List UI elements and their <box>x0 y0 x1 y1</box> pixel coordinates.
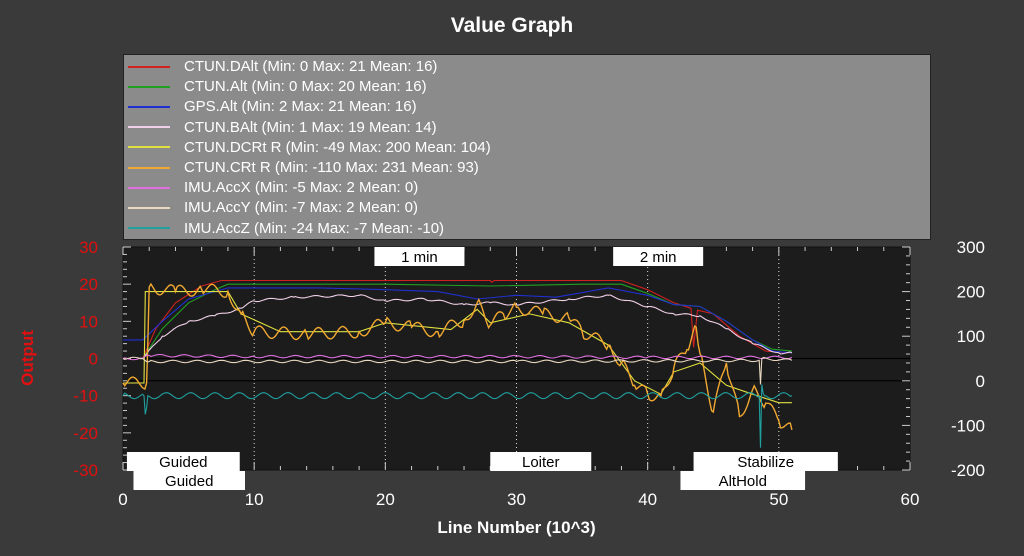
legend-item[interactable]: CTUN.DAlt (Min: 0 Max: 21 Mean: 16) <box>128 57 437 76</box>
legend-label: GPS.Alt (Min: 2 Max: 21 Mean: 16) <box>184 98 417 116</box>
series-line <box>122 353 793 361</box>
x-axis-label: Line Number (10^3) <box>437 518 595 537</box>
x-tick-label: 40 <box>638 490 657 509</box>
legend-label: IMU.AccX (Min: -5 Max: 2 Mean: 0) <box>184 179 419 197</box>
flight-mode-text: AltHold <box>719 473 767 490</box>
legend-label: IMU.AccZ (Min: -24 Max: -7 Mean: -10) <box>184 219 445 237</box>
series-line <box>123 287 792 354</box>
time-marker-label: 2 min <box>640 249 677 266</box>
y-tick-label: -30 <box>73 461 98 480</box>
x-tick-label: 60 <box>901 490 920 509</box>
time-marker: 1 min <box>374 247 465 266</box>
flight-mode-label: Guided <box>126 452 240 471</box>
legend-swatch <box>128 186 170 189</box>
series-line <box>142 279 792 359</box>
flight-mode-text: Stabilize <box>737 454 794 471</box>
legend-swatch <box>128 166 170 169</box>
chart-title: Value Graph <box>450 14 574 37</box>
series-line <box>122 384 793 448</box>
series-line <box>142 294 793 359</box>
legend-item[interactable]: CTUN.DCRt R (Min: -49 Max: 200 Mean: 104… <box>128 138 491 157</box>
legend-swatch <box>128 146 170 149</box>
y-tick-label: -20 <box>73 424 98 443</box>
y-tick-label: 20 <box>79 275 98 294</box>
y2-tick-label: 300 <box>957 238 985 257</box>
flight-mode-box <box>680 471 806 490</box>
legend-item[interactable]: IMU.AccY (Min: -7 Max: 2 Mean: 0) <box>128 198 418 217</box>
y-tick-label: 30 <box>79 238 98 257</box>
time-marker: 2 min <box>613 247 704 266</box>
flight-mode-box <box>126 452 240 471</box>
legend-label: CTUN.DAlt (Min: 0 Max: 21 Mean: 16) <box>184 58 438 75</box>
x-tick-label: 20 <box>376 490 395 509</box>
flight-mode-text: Loiter <box>522 454 560 471</box>
y2-tick-label: 100 <box>957 327 985 346</box>
legend-item[interactable]: CTUN.Alt (Min: 0 Max: 20 Mean: 16) <box>128 77 427 96</box>
time-marker-box <box>374 247 465 266</box>
time-marker-label: 1 min <box>401 249 438 266</box>
legend-item[interactable]: CTUN.BAlt (Min: 1 Max: 19 Mean: 14) <box>128 118 437 137</box>
y-axis-label: Output <box>18 330 37 386</box>
legend-item[interactable]: GPS.Alt (Min: 2 Max: 21 Mean: 16) <box>128 97 417 116</box>
y2-tick-label: -100 <box>951 416 985 435</box>
x-tick-label: 10 <box>245 490 264 509</box>
flight-mode-label: AltHold <box>680 471 806 490</box>
legend-label: CTUN.CRt R (Min: -110 Max: 231 Mean: 93) <box>184 159 479 176</box>
legend: CTUN.DAlt (Min: 0 Max: 21 Mean: 16) CTUN.… <box>123 54 931 240</box>
legend-swatch <box>128 227 170 230</box>
legend-swatch <box>128 126 170 129</box>
time-marker-box <box>613 247 704 266</box>
series-line <box>122 282 793 431</box>
y2-tick-label: -200 <box>951 461 985 480</box>
legend-swatch <box>128 65 170 68</box>
legend-label: IMU.AccY (Min: -7 Max: 2 Mean: 0) <box>184 199 418 217</box>
legend-swatch <box>128 85 170 88</box>
flight-mode-text: Guided <box>165 473 213 490</box>
legend-label: CTUN.DCRt R (Min: -49 Max: 200 Mean: 104… <box>184 138 491 156</box>
y2-tick-label: 0 <box>976 372 985 391</box>
legend-item[interactable]: IMU.AccX (Min: -5 Max: 2 Mean: 0) <box>128 178 418 197</box>
y-tick-label: 0 <box>89 350 98 369</box>
flight-mode-label: Loiter <box>490 452 592 471</box>
x-tick-label: 0 <box>118 490 127 509</box>
y2-tick-label: 200 <box>957 283 985 302</box>
flight-mode-label: Stabilize <box>693 452 838 471</box>
series-line <box>123 291 792 404</box>
y-tick-label: 10 <box>79 312 98 331</box>
legend-label: CTUN.Alt (Min: 0 Max: 20 Mean: 16) <box>184 78 427 96</box>
legend-item[interactable]: CTUN.CRt R (Min: -110 Max: 231 Mean: 93) <box>128 158 479 177</box>
x-tick-label: 50 <box>769 490 788 509</box>
legend-item[interactable]: IMU.AccZ (Min: -24 Max: -7 Mean: -10) <box>128 219 444 238</box>
flight-mode-text: Guided <box>159 454 207 471</box>
flight-mode-box <box>490 452 592 471</box>
flight-mode-box <box>133 471 245 490</box>
y-tick-label: -10 <box>73 387 98 406</box>
legend-swatch <box>128 105 170 108</box>
legend-label: CTUN.BAlt (Min: 1 Max: 19 Mean: 14) <box>184 118 437 136</box>
series-line <box>122 356 793 385</box>
legend-swatch <box>128 206 170 209</box>
flight-mode-label: Guided <box>133 471 245 490</box>
flight-mode-box <box>693 452 838 471</box>
x-tick-label: 30 <box>507 490 526 509</box>
